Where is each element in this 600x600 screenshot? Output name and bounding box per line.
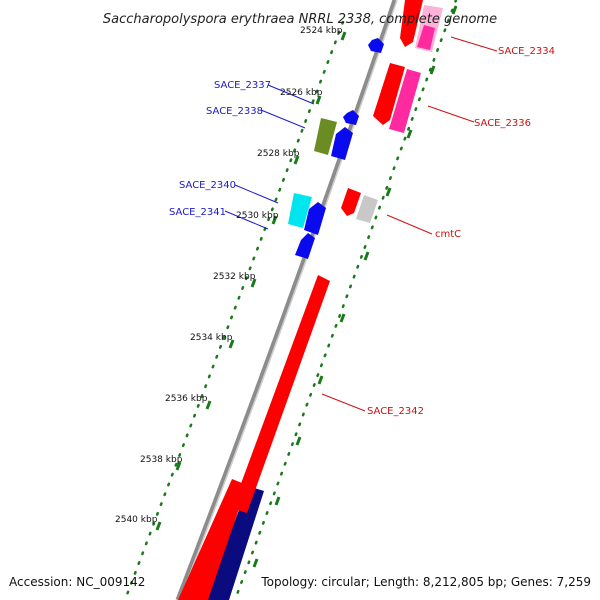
right-dotted-track	[233, 0, 458, 600]
gene-label-sace-2336[interactable]: SACE_2336	[474, 118, 531, 129]
gene-sace-2338-olive-block[interactable]	[314, 118, 337, 155]
gene-sace-2333-block[interactable]	[368, 38, 384, 53]
gene-label-sace-2334[interactable]: SACE_2334	[498, 46, 555, 57]
tick-label-2538: 2538 kbp	[140, 455, 183, 465]
gene-label-sace-2337[interactable]: SACE_2337	[214, 80, 271, 91]
leader-lines-reverse	[224, 84, 315, 230]
tick-label-2530: 2530 kbp	[236, 211, 279, 221]
right-tick-marks	[252, 5, 458, 568]
gene-cmtc-grey-block[interactable]	[356, 195, 378, 223]
tick-label-2536: 2536 kbp	[165, 394, 208, 404]
gene-sace-2342-block[interactable]	[232, 275, 330, 513]
tick-label-2532: 2532 kbp	[213, 272, 256, 282]
gene-label-sace-2342[interactable]: SACE_2342	[367, 406, 424, 417]
gene-sace-2338-blue-block[interactable]	[331, 127, 353, 160]
tick-label-2524: 2524 kbp	[300, 26, 343, 36]
gene-sace-2336-pink-block[interactable]	[389, 69, 421, 133]
gene-sace-2341-block[interactable]	[304, 202, 326, 235]
gene-label-sace-2340[interactable]: SACE_2340	[179, 180, 236, 191]
genome-backbone	[175, 0, 398, 600]
gene-sace-2340-cyan-block[interactable]	[288, 193, 312, 228]
left-tick-marks	[155, 31, 347, 531]
accession-text: Accession: NC_009142	[9, 575, 145, 589]
gene-sace-2336-red-block[interactable]	[373, 63, 405, 125]
tick-label-2534: 2534 kbp	[190, 333, 233, 343]
gene-label-cmtc[interactable]: cmtC	[435, 229, 461, 240]
gene-sace-2341b-block[interactable]	[295, 233, 315, 259]
genome-title: Saccharopolyspora erythraea NRRL 2338, c…	[103, 12, 497, 27]
gene-navy-block[interactable]	[205, 486, 264, 600]
tick-label-2526: 2526 kbp	[280, 88, 323, 98]
gene-bottom-red-block[interactable]	[178, 479, 247, 600]
gene-sace-2337-block[interactable]	[343, 110, 359, 125]
left-dotted-track	[123, 20, 345, 600]
gene-sace-2334-magenta-block[interactable]	[417, 25, 435, 50]
genome-summary-text: Topology: circular; Length: 8,212,805 bp…	[260, 575, 591, 589]
gene-label-sace-2338[interactable]: SACE_2338	[206, 106, 263, 117]
gene-cmtc-red-block[interactable]	[341, 188, 361, 216]
tick-label-2540: 2540 kbp	[115, 515, 158, 525]
gene-sace-2334-red-block[interactable]	[400, 0, 423, 47]
gene-label-sace-2341[interactable]: SACE_2341	[169, 207, 226, 218]
leader-lines-forward	[321, 36, 498, 412]
tick-label-2528: 2528 kbp	[257, 149, 300, 159]
